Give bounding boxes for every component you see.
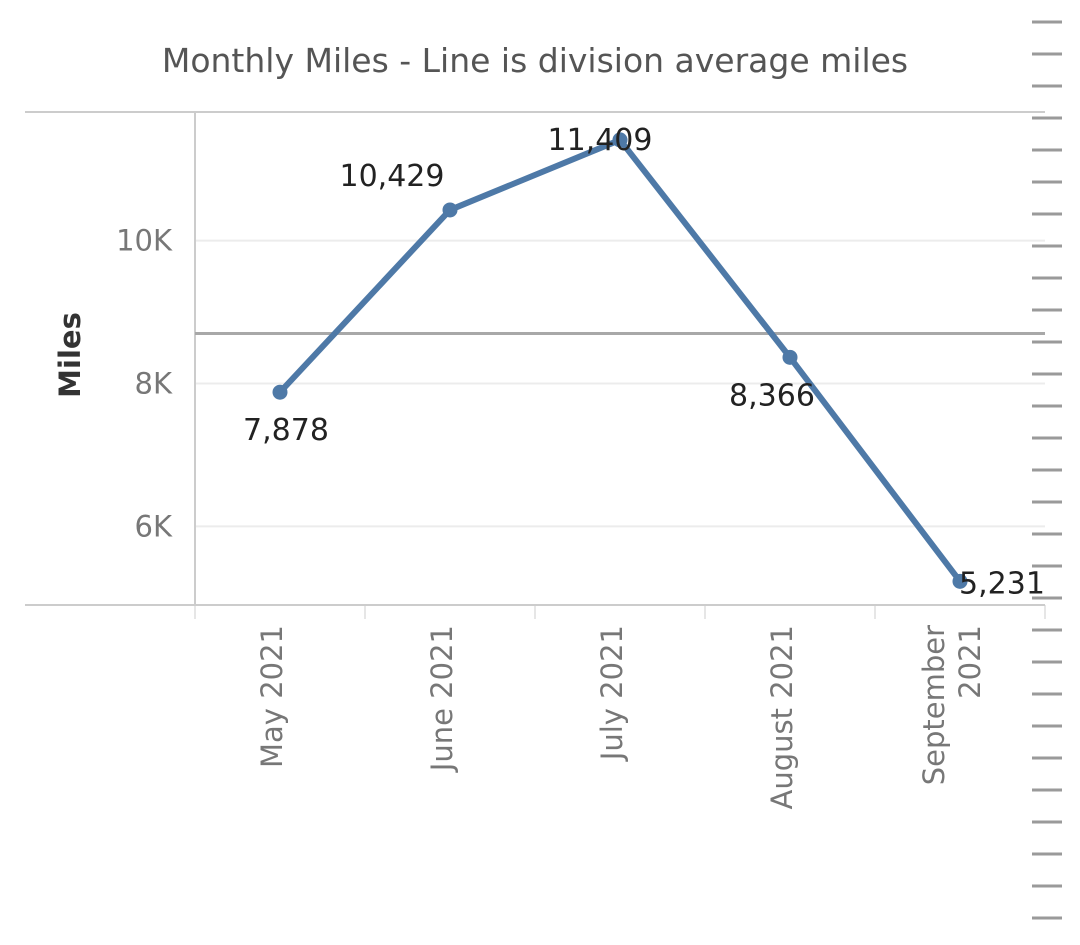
y-axis-label: Miles [53,312,87,398]
x-tick-text: May 2021 [255,625,289,768]
y-tick-label: 10K [116,224,173,258]
scroll-edge-marks [1032,20,1062,920]
data-label: 7,878 [243,413,329,448]
x-tick-label: May 2021 [255,625,289,768]
data-labels: 7,878 10,429 11,409 8,366 5,231 [243,123,1045,601]
series-miles [272,132,968,589]
data-point [272,384,288,400]
x-tick-text: August 2021 [765,625,799,810]
x-tick-text: 2021 [953,625,987,699]
chart-title: Monthly Miles - Line is division average… [162,41,908,80]
gridlines [194,239,1046,619]
data-point [782,349,798,365]
x-tick-label: July 2021 [595,625,629,762]
data-point [952,573,968,589]
data-point [612,132,628,148]
x-tick-text: July 2021 [595,625,629,762]
x-tick-label: September 2021 [917,625,987,785]
tick-labels: 6K 8K 10K May 2021 June 2021 July 2021 August … [116,224,987,810]
axes [25,111,1045,606]
data-point [442,202,458,218]
x-tick-label: June 2021 [425,625,459,773]
data-label: 5,231 [959,566,1045,601]
data-label: 10,429 [340,159,445,194]
series-line [277,136,963,585]
data-label: 11,409 [548,123,653,158]
x-tick-label: August 2021 [765,625,799,810]
y-tick-label: 6K [135,509,173,543]
x-tick-text: September [917,625,951,785]
data-label: 8,366 [729,378,815,413]
x-tick-text: June 2021 [425,625,459,773]
y-tick-label: 8K [135,367,173,401]
